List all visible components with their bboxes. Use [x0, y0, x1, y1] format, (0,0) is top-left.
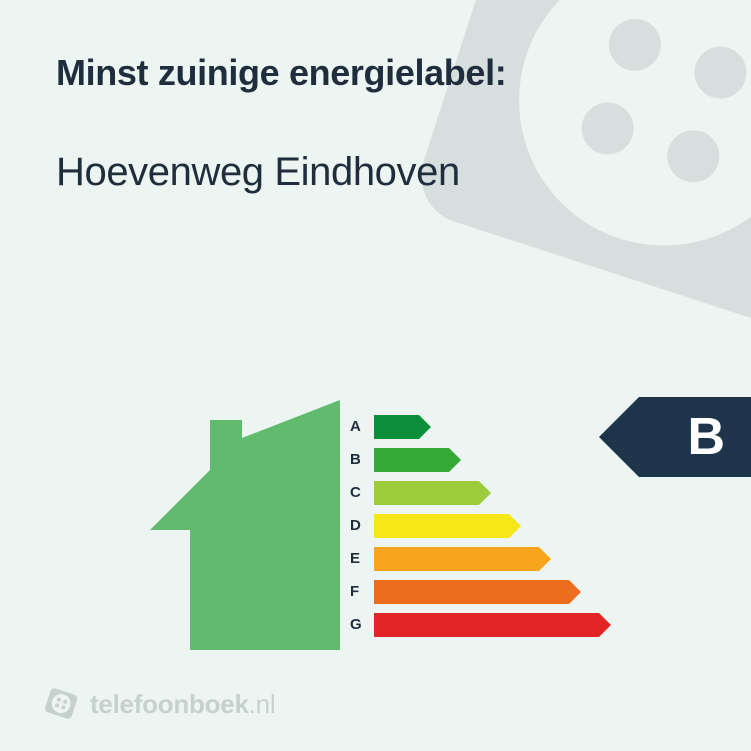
location-name: Hoevenweg Eindhoven — [56, 150, 695, 195]
energy-label-card: Minst zuinige energielabel: Hoevenweg Ei… — [0, 0, 751, 751]
energy-bar-letter: C — [350, 481, 368, 505]
brand-name-tld: .nl — [249, 689, 276, 719]
energy-bar-letter: F — [350, 580, 368, 604]
energy-bar-letter: A — [350, 415, 368, 439]
energy-bar-shape — [374, 547, 551, 571]
rating-badge: B — [599, 397, 751, 477]
house-icon — [150, 400, 340, 650]
energy-bar-letter: G — [350, 613, 368, 637]
rating-value: B — [639, 397, 751, 477]
energy-bar-shape — [374, 613, 611, 637]
energy-bar-letter: E — [350, 547, 368, 571]
energy-bar-letter: B — [350, 448, 368, 472]
footer-brand: telefoonboek.nl — [44, 687, 275, 721]
brand-book-icon — [44, 687, 78, 721]
brand-text: telefoonboek.nl — [90, 689, 275, 720]
brand-name-bold: telefoonboek — [90, 689, 249, 719]
page-title: Minst zuinige energielabel: — [56, 52, 695, 94]
energy-bar-shape — [374, 415, 431, 439]
rating-arrow-icon — [599, 397, 639, 477]
energy-bar-shape — [374, 448, 461, 472]
energy-bar-shape — [374, 514, 521, 538]
energy-bar-letter: D — [350, 514, 368, 538]
energy-bar-shape — [374, 481, 491, 505]
energy-bar-shape — [374, 580, 581, 604]
